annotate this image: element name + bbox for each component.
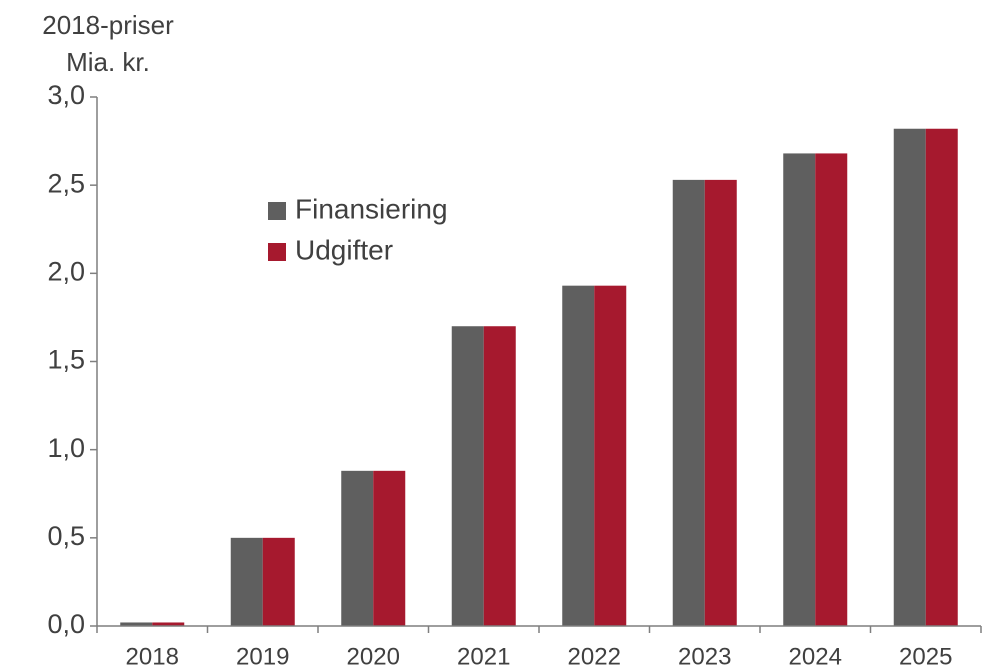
bar — [373, 470, 406, 626]
y-axis-label: Mia. kr. — [66, 47, 150, 77]
legend-label: Finansiering — [295, 193, 448, 224]
x-tick-label: 2023 — [678, 643, 731, 670]
x-tick-label: 2018 — [126, 643, 179, 670]
legend-swatch — [268, 243, 286, 261]
bar — [152, 622, 185, 626]
x-tick-label: 2021 — [457, 643, 510, 670]
bar — [925, 128, 958, 627]
x-tick-label: 2019 — [236, 643, 289, 670]
x-tick-label: 2024 — [789, 643, 842, 670]
bar — [120, 622, 153, 626]
bar — [815, 153, 848, 626]
bar — [594, 285, 627, 626]
x-tick-label: 2022 — [568, 643, 621, 670]
y-tick-label: 1,5 — [47, 345, 85, 375]
y-tick-label: 0,0 — [47, 609, 85, 639]
y-tick-label: 2,5 — [47, 168, 85, 198]
bar — [230, 537, 263, 626]
y-tick-label: 2,0 — [47, 256, 85, 286]
bar — [262, 537, 295, 626]
bar — [893, 128, 926, 627]
legend-swatch — [268, 202, 286, 220]
bar — [451, 326, 484, 626]
bar — [483, 326, 516, 626]
bar — [704, 179, 737, 627]
y-tick-label: 3,0 — [47, 80, 85, 110]
x-tick-label: 2025 — [899, 643, 952, 670]
legend-label: Udgifter — [295, 234, 393, 265]
x-tick-label: 2020 — [347, 643, 400, 670]
bar — [783, 153, 816, 626]
bar — [672, 179, 705, 627]
bar — [562, 285, 595, 626]
y-axis-label: 2018-priser — [42, 10, 174, 40]
bar — [341, 470, 374, 626]
y-tick-label: 1,0 — [47, 433, 85, 463]
y-tick-label: 0,5 — [47, 521, 85, 551]
